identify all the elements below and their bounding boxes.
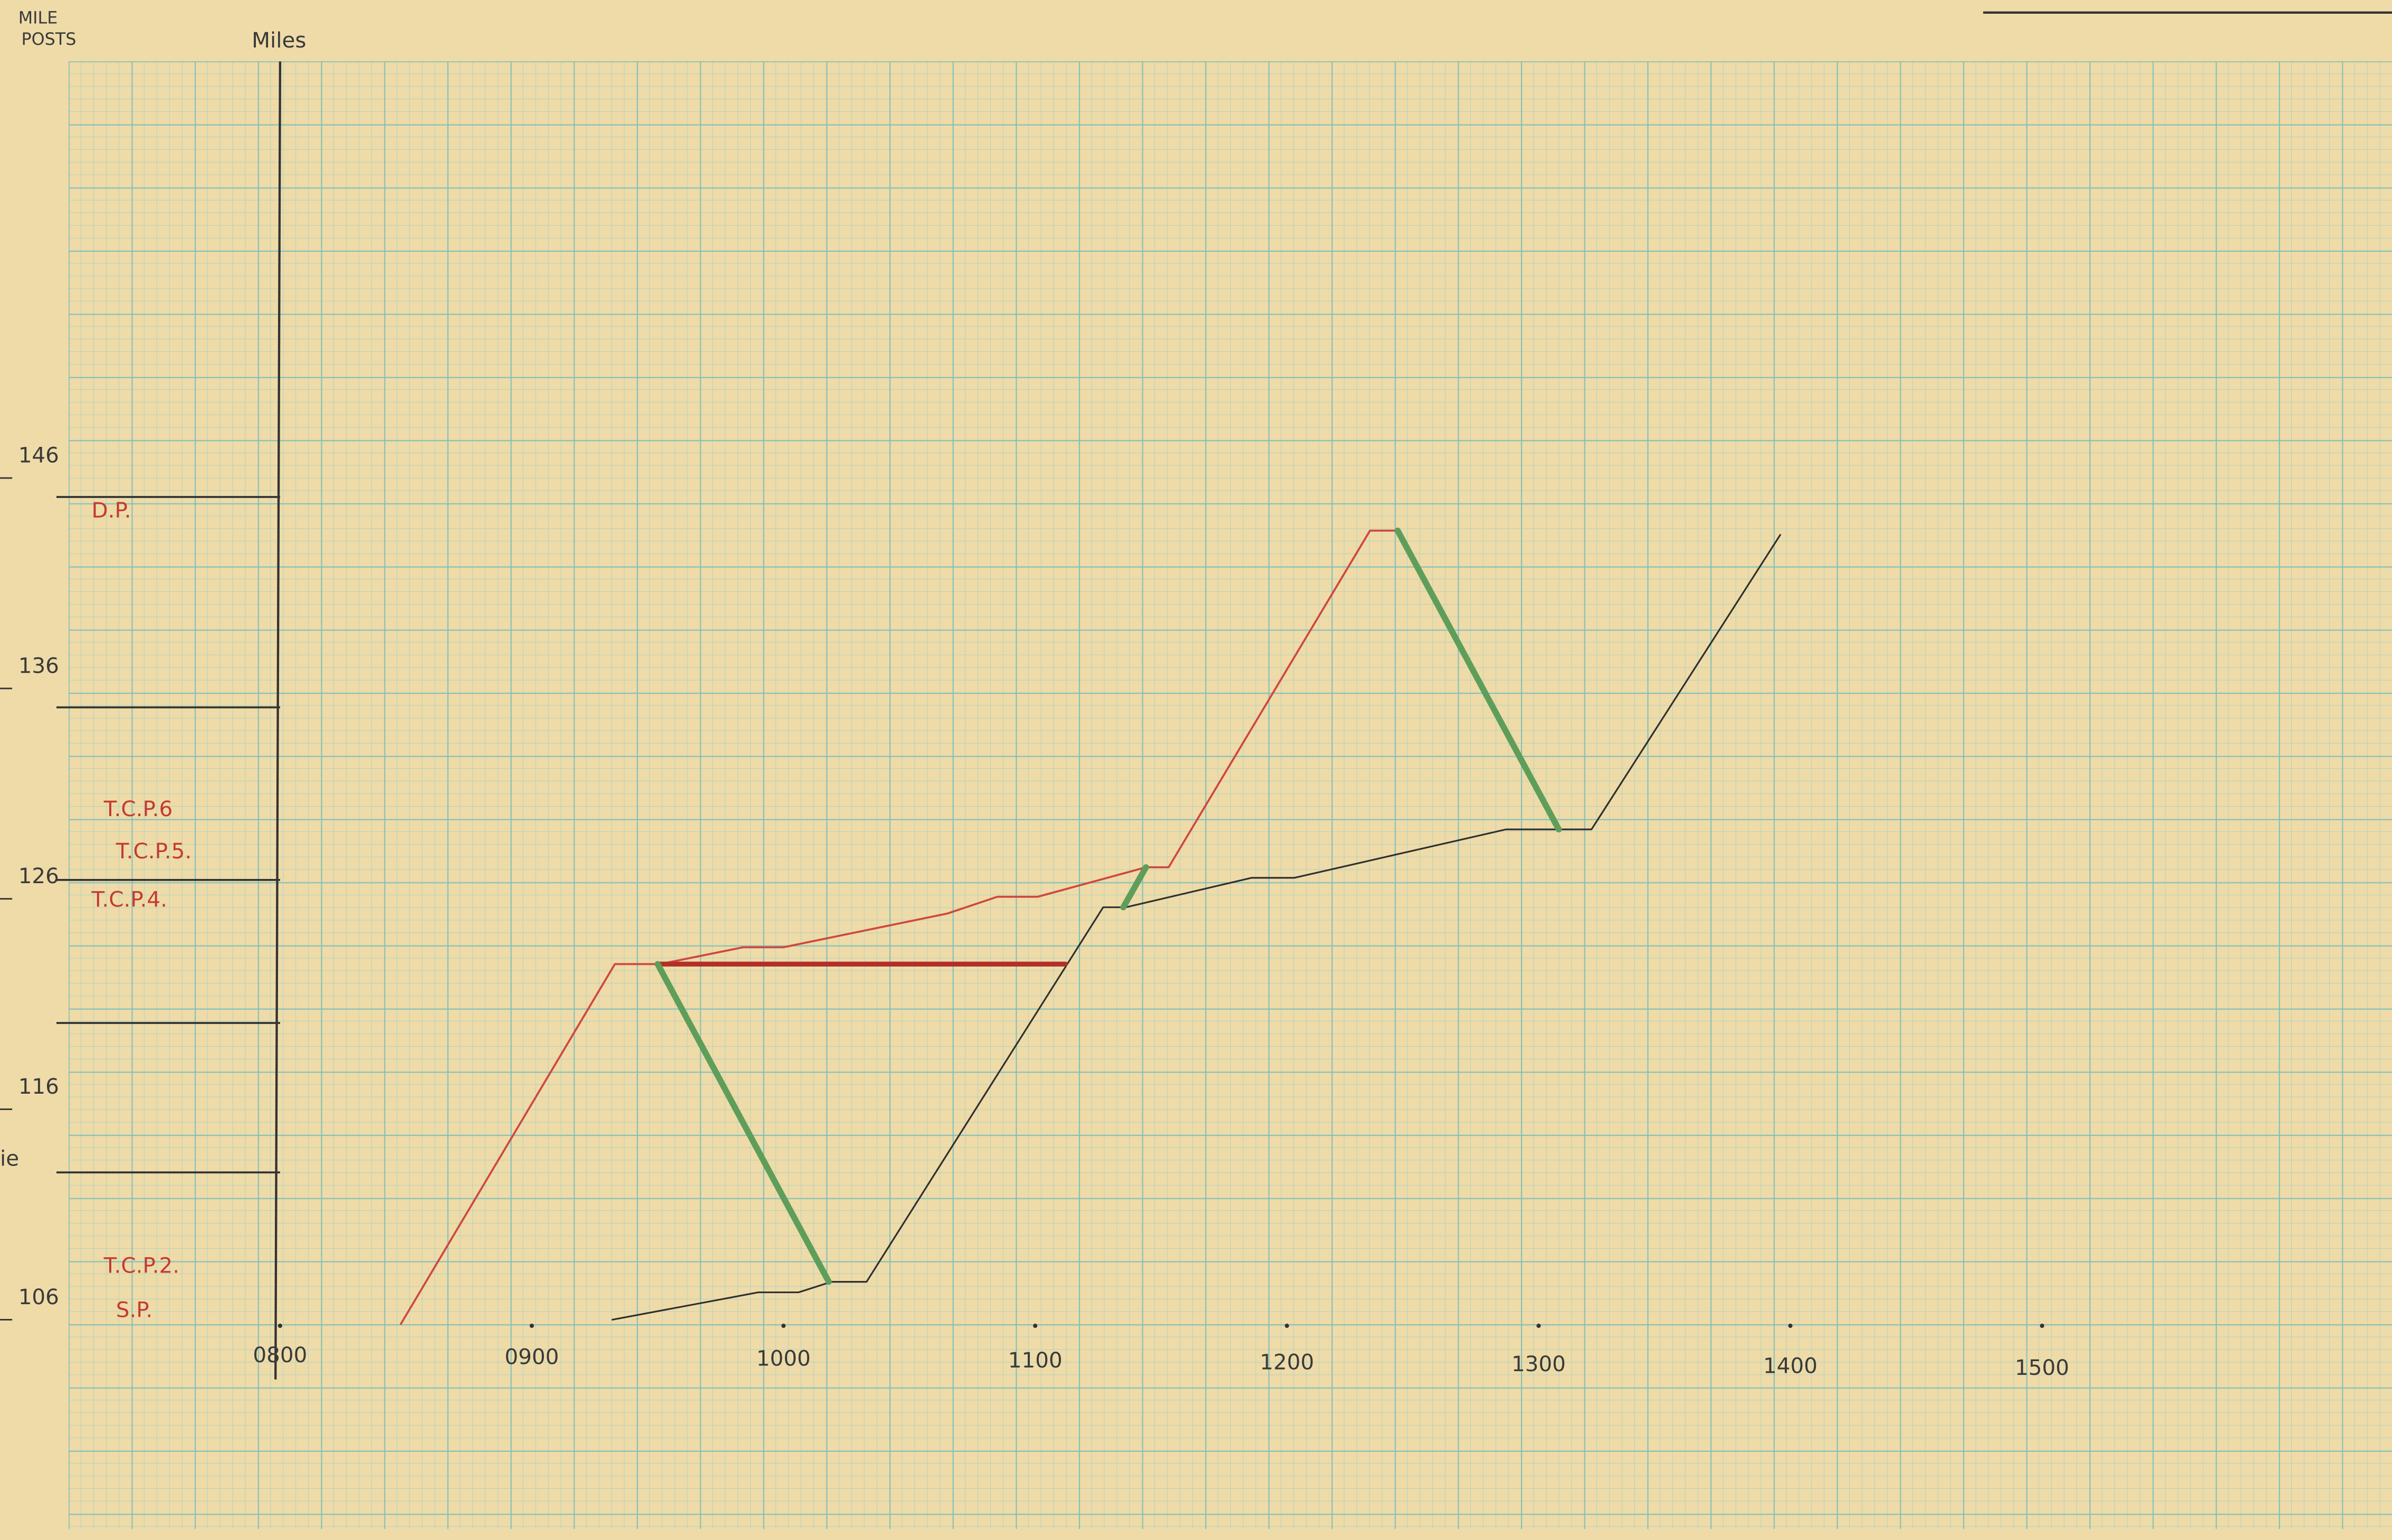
x-tick bbox=[1788, 1323, 1793, 1328]
x-tick-label: 1500 bbox=[2015, 1355, 2069, 1380]
x-tick-label: 1100 bbox=[1008, 1347, 1063, 1373]
x-tick-label: 1300 bbox=[1511, 1351, 1566, 1376]
series-line bbox=[611, 534, 1782, 1321]
x-tick-label: 0900 bbox=[505, 1344, 559, 1369]
checkpoint-label: D.P. bbox=[91, 498, 131, 523]
x-tick-label: 1200 bbox=[1260, 1350, 1314, 1375]
x-tick-label: 1000 bbox=[757, 1346, 811, 1371]
x-tick bbox=[1285, 1323, 1289, 1328]
checkpoint-label: T.C.P.5. bbox=[116, 838, 192, 864]
header-line: POSTS bbox=[21, 30, 76, 49]
checkpoint-label: T.C.P.2. bbox=[103, 1253, 179, 1278]
x-tick bbox=[781, 1323, 786, 1328]
x-tick bbox=[2040, 1323, 2044, 1328]
y-tick-label: 106 bbox=[18, 1284, 59, 1309]
x-tick bbox=[1536, 1323, 1541, 1328]
checkpoint-label: T.C.P.4. bbox=[91, 887, 167, 912]
header-line: MILE bbox=[18, 8, 58, 27]
y-title: Miles bbox=[252, 27, 306, 53]
x-tick bbox=[1033, 1323, 1038, 1328]
y-tick-label: 146 bbox=[18, 443, 59, 468]
series-line bbox=[400, 529, 1399, 1325]
y-tick-label: 126 bbox=[18, 863, 59, 888]
checkpoint-label: T.C.P.6 bbox=[103, 796, 173, 821]
checkpoint-label: S.P. bbox=[116, 1297, 153, 1322]
y-tick-label: 116 bbox=[18, 1074, 59, 1099]
grid-major bbox=[69, 61, 2392, 1529]
x-tick bbox=[278, 1323, 282, 1328]
y-axis bbox=[274, 61, 282, 1380]
x-tick-label: 1400 bbox=[1763, 1353, 1817, 1379]
x-tick-label: 0800 bbox=[253, 1342, 307, 1367]
y-tick-label: 136 bbox=[18, 653, 59, 678]
fragment: ie bbox=[0, 1145, 19, 1171]
series-line bbox=[654, 527, 1562, 1285]
x-tick bbox=[529, 1323, 534, 1328]
